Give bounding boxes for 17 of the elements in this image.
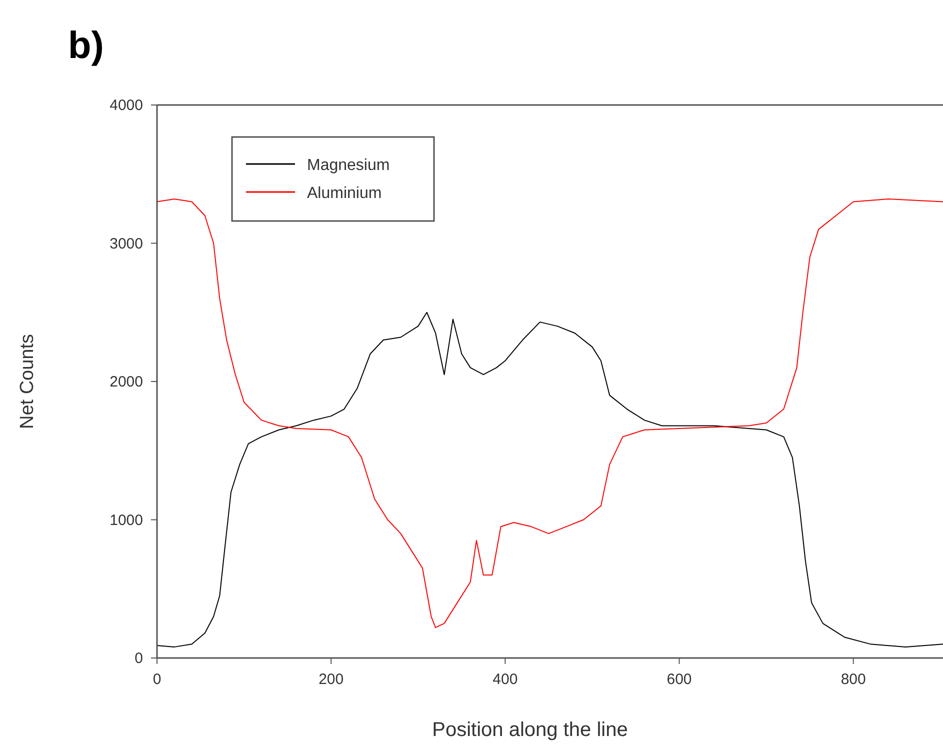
legend-label: Aluminium <box>307 185 382 202</box>
y-axis-title: Net Counts <box>17 334 38 430</box>
legend-label: Magnesium <box>307 157 390 174</box>
y-tick-label: 1000 <box>110 512 143 529</box>
x-tick-label: 200 <box>318 671 344 688</box>
chart-title: b) <box>68 25 104 67</box>
y-tick-label: 3000 <box>110 235 143 252</box>
x-tick-label: 0 <box>152 671 162 688</box>
line-series <box>156 312 943 648</box>
y-tick-label: 0 <box>134 650 143 667</box>
y-tick-label: 4000 <box>110 97 143 114</box>
line-series <box>156 198 943 628</box>
x-tick-label: 800 <box>840 671 866 688</box>
y-tick-label: 2000 <box>110 374 143 390</box>
x-tick-label: 600 <box>666 671 692 688</box>
x-tick-label: 400 <box>492 671 518 688</box>
x-axis-title: Position along the line <box>432 719 628 741</box>
